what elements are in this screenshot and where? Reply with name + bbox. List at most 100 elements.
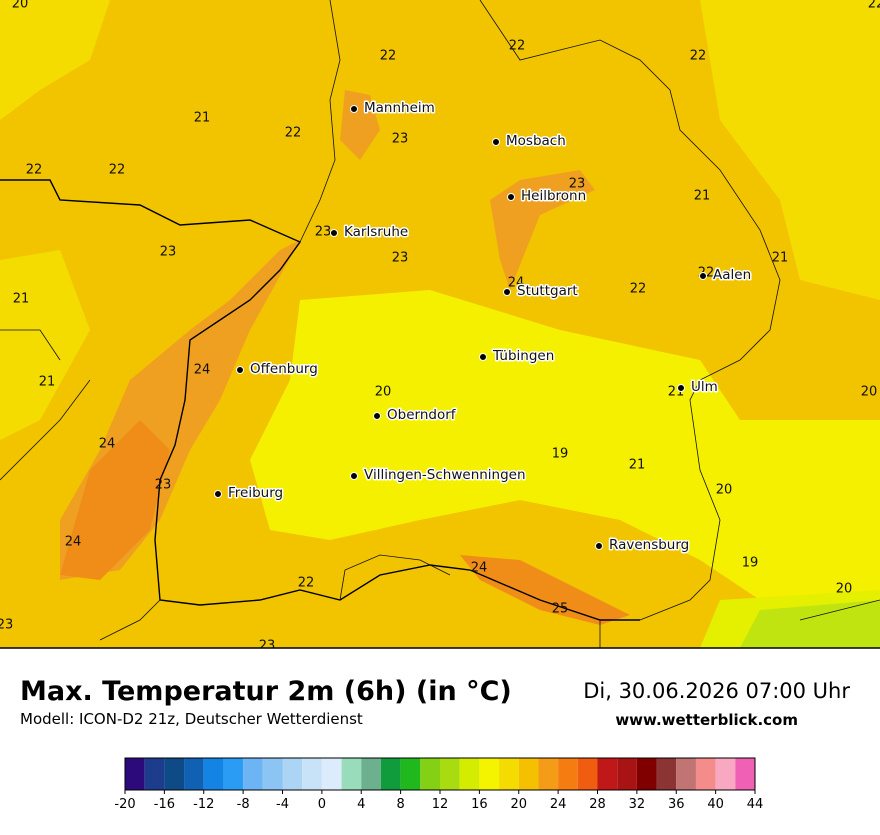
- temperature-label: 22: [298, 576, 315, 591]
- map: 20 22 22 22 22 21 22 23 22 22 23 21 23 23 23 24 22 21 22 21…: [0, 0, 880, 654]
- city-dot: [350, 105, 358, 113]
- temperature-label: 21: [629, 458, 646, 473]
- colorbar-swatch: [735, 758, 755, 790]
- temperature-label: 22: [690, 49, 707, 64]
- temperature-label: 24: [471, 561, 488, 576]
- city-label: Ravensburg: [609, 537, 689, 553]
- colorbar-swatch: [676, 758, 696, 790]
- temperature-label: 22: [630, 282, 647, 297]
- city-label: Oberndorf: [387, 407, 457, 423]
- colorbar-swatch: [203, 758, 224, 790]
- temperature-label: 21: [194, 111, 211, 126]
- city-dot: [330, 229, 338, 237]
- colorbar-swatch: [144, 758, 165, 790]
- temperature-label: 19: [552, 447, 569, 462]
- city-label: Heilbronn: [521, 188, 586, 204]
- colorbar-tick-label: 32: [629, 797, 646, 812]
- colorbar-tick-label: 24: [550, 797, 567, 812]
- colorbar-tick-label: 4: [357, 797, 365, 812]
- hot-region: [460, 555, 630, 625]
- colorbar-swatch: [400, 758, 421, 790]
- colorbar-tick-label: 8: [396, 797, 404, 812]
- city-dot: [507, 193, 515, 201]
- colorbar-swatch: [499, 758, 519, 790]
- temperature-label: 21: [13, 292, 30, 307]
- colorbar-swatch: [164, 758, 185, 790]
- title: Max. Temperatur 2m (6h) (in °C): [20, 676, 512, 707]
- colorbar-tick-label: 36: [668, 797, 685, 812]
- colorbar-tick-label: 12: [432, 797, 449, 812]
- colorbar-swatch: [695, 758, 716, 790]
- colorbar-swatch: [184, 758, 204, 790]
- city-dot: [350, 472, 358, 480]
- colorbar-swatch: [597, 758, 618, 790]
- colorbar-swatch: [420, 758, 440, 790]
- colorbar-tick-label: -4: [276, 797, 289, 812]
- temperature-label: 22: [509, 39, 526, 54]
- state-border: [479, 0, 781, 621]
- colorbar-swatch: [321, 758, 342, 790]
- colorbar-swatch: [302, 758, 322, 790]
- colorbar-swatch: [262, 758, 283, 790]
- colorbar-swatch: [558, 758, 578, 790]
- colorbar-swatch: [715, 758, 736, 790]
- hot-region: [340, 90, 380, 160]
- temperature-label: 24: [508, 276, 525, 291]
- country-border: [0, 179, 640, 621]
- colorbar-tick-label: -20: [114, 797, 135, 812]
- temperature-label: 22: [109, 163, 126, 178]
- temperature-label: 21: [694, 189, 711, 204]
- temperature-label: 22: [285, 126, 302, 141]
- colorbar-swatch: [636, 758, 657, 790]
- temperature-label: 23: [392, 132, 409, 147]
- city-dot: [373, 412, 381, 420]
- colorbar-swatch: [459, 758, 480, 790]
- temperature-label: 20: [836, 582, 853, 597]
- temperature-label: 23: [160, 245, 177, 260]
- colorbar-tick-label: -16: [154, 797, 175, 812]
- region: [740, 600, 880, 648]
- temperature-label: 24: [65, 535, 82, 550]
- model-info: Modell: ICON-D2 21z, Deutscher Wetterdie…: [20, 710, 363, 728]
- temperature-label: 22: [868, 0, 880, 12]
- colorbar-tick-label: 40: [707, 797, 724, 812]
- colorbar-tick-label: -8: [237, 797, 250, 812]
- temperature-label: 23: [259, 639, 276, 654]
- colorbar-swatch: [361, 758, 381, 790]
- city-dot: [595, 542, 603, 550]
- temperature-label: 20: [375, 385, 392, 400]
- temperature-label: 23: [315, 225, 332, 240]
- colorbar-swatch: [440, 758, 460, 790]
- border: [0, 329, 880, 621]
- colorbar-swatch: [223, 758, 244, 790]
- colorbar-tick-label: 44: [747, 797, 764, 812]
- region: [0, 250, 90, 440]
- colorbar-swatch: [518, 758, 539, 790]
- temperature-labels: 20 22 22 22 22 21 22 23 22 22 23 21 23 23 23 24 22 21 22 21…: [0, 0, 880, 654]
- city-dot: [479, 353, 487, 361]
- city-dot: [236, 366, 244, 374]
- colorbar-swatch: [577, 758, 598, 790]
- city-label: Stuttgart: [517, 283, 578, 299]
- state-border: [299, 0, 341, 243]
- warm-region: [250, 290, 880, 600]
- colorbar-tick-label: 0: [318, 797, 326, 812]
- city-dot: [214, 490, 222, 498]
- website: www.wetterblick.com: [615, 711, 798, 729]
- temperature-label: 23: [0, 618, 13, 633]
- temperature-label: 19: [742, 556, 759, 571]
- colorbar-swatch: [617, 758, 637, 790]
- city-label: Freiburg: [228, 485, 283, 501]
- border: [99, 554, 601, 648]
- hot-region: [490, 170, 595, 290]
- city-label: Offenburg: [250, 361, 318, 377]
- colorbar-swatch: [243, 758, 263, 790]
- city-dot: [492, 138, 500, 146]
- colorbar-tick-label: -12: [193, 797, 214, 812]
- temperature-label: 21: [39, 375, 56, 390]
- temperature-label: 25: [552, 602, 569, 617]
- city-label: Tübingen: [492, 348, 554, 364]
- city-label: Ulm: [691, 379, 718, 395]
- city-label: Mannheim: [364, 100, 435, 116]
